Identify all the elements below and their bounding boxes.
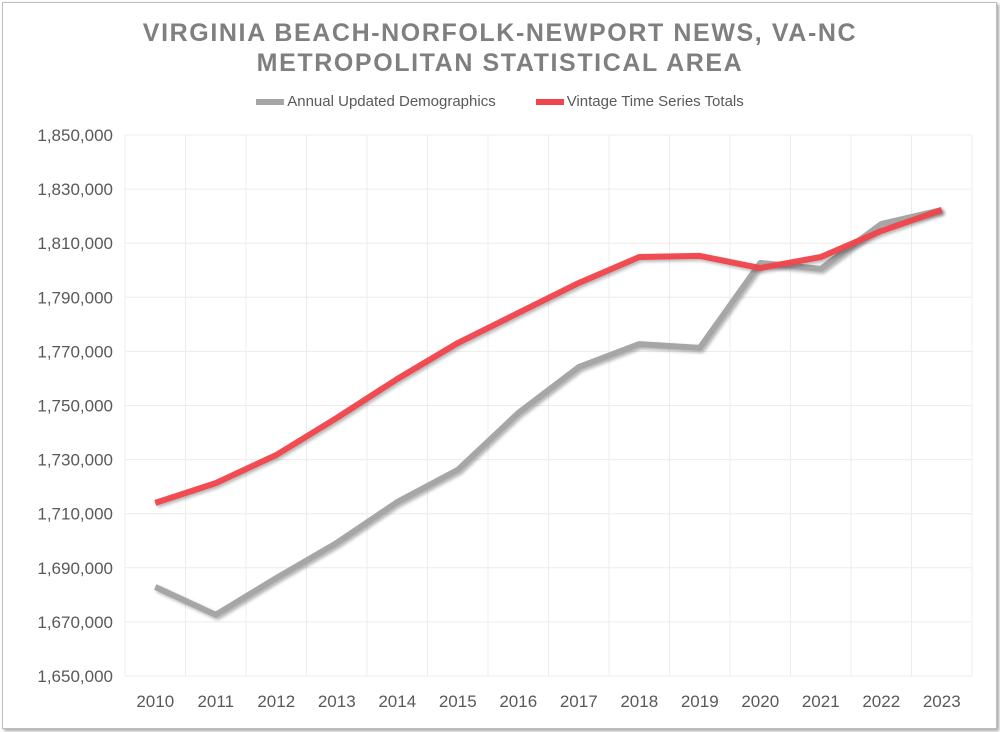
x-tick-label: 2021 — [802, 692, 840, 711]
legend-swatch-annual — [256, 98, 285, 105]
x-tick-label: 2023 — [923, 692, 961, 711]
x-tick-label: 2018 — [620, 692, 658, 711]
series-line-annual — [153, 207, 943, 618]
y-tick-label: 1,810,000 — [37, 234, 113, 253]
y-tick-label: 1,710,000 — [37, 505, 113, 524]
x-tick-label: 2016 — [499, 692, 537, 711]
x-tick-label: 2015 — [439, 692, 477, 711]
x-tick-label: 2010 — [136, 692, 174, 711]
legend-swatch-vintage — [535, 98, 564, 105]
chart-title: VIRGINIA BEACH-NORFOLK-NEWPORT NEWS, VA-… — [0, 18, 1000, 78]
x-tick-label: 2017 — [560, 692, 598, 711]
y-tick-label: 1,650,000 — [37, 667, 113, 686]
legend-label-annual: Annual Updated Demographics — [287, 93, 496, 110]
y-tick-label: 1,670,000 — [37, 613, 113, 632]
x-tick-label: 2012 — [257, 692, 295, 711]
y-tick-label: 1,690,000 — [37, 559, 113, 578]
legend-item-annual: Annual Updated Demographics — [256, 93, 496, 110]
y-tick-label: 1,790,000 — [37, 288, 113, 307]
y-tick-label: 1,770,000 — [37, 342, 113, 361]
y-tick-label: 1,850,000 — [37, 126, 113, 145]
y-tick-label: 1,750,000 — [37, 397, 113, 416]
legend-item-vintage: Vintage Time Series Totals — [535, 93, 744, 110]
chart-title-line1: VIRGINIA BEACH-NORFOLK-NEWPORT NEWS, VA-… — [142, 19, 858, 47]
series-line-vintage — [154, 207, 943, 506]
y-tick-label: 1,730,000 — [37, 451, 113, 470]
legend: Annual Updated Demographics Vintage Time… — [0, 93, 1000, 110]
x-tick-label: 2014 — [378, 692, 416, 711]
y-tick-label: 1,830,000 — [37, 180, 113, 199]
x-tick-label: 2019 — [681, 692, 719, 711]
chart-title-line2: METROPOLITAN STATISTICAL AREA — [256, 49, 744, 77]
x-tick-label: 2013 — [318, 692, 356, 711]
x-tick-label: 2020 — [741, 692, 779, 711]
legend-label-vintage: Vintage Time Series Totals — [566, 93, 744, 110]
x-tick-label: 2022 — [862, 692, 900, 711]
x-tick-label: 2011 — [197, 692, 234, 711]
